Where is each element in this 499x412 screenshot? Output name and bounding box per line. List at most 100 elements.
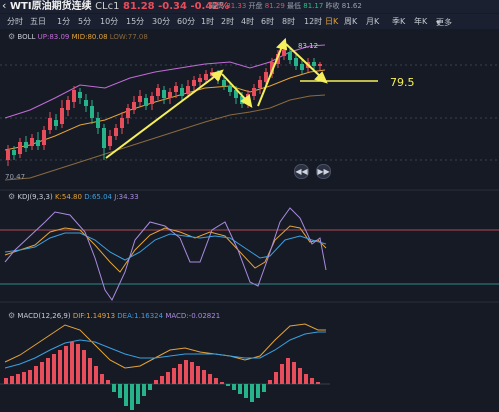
candle-body bbox=[282, 50, 286, 56]
macd-bar bbox=[136, 384, 140, 404]
macd-bar bbox=[130, 384, 134, 410]
macd-bar bbox=[70, 342, 74, 384]
tab-yearly[interactable]: 年K bbox=[414, 17, 428, 26]
macd-bar bbox=[268, 380, 272, 384]
tab-12h[interactable]: 12时 bbox=[304, 17, 323, 26]
tab-more-label: 更多 bbox=[436, 18, 452, 27]
gear-icon[interactable]: ⚙ bbox=[8, 192, 16, 201]
kdj-legend: ⚙ KDJ(9,3,3) K:54.80 D:65.04 J:34.33 bbox=[8, 192, 139, 202]
candle-body bbox=[102, 128, 106, 148]
tab-daily[interactable]: 日K bbox=[325, 17, 339, 26]
tab-1h[interactable]: 1时 bbox=[201, 17, 215, 26]
macd-bar bbox=[214, 378, 218, 384]
macd-bar bbox=[82, 350, 86, 384]
tab-fenshi[interactable]: 分时 bbox=[7, 17, 23, 26]
macd-bar bbox=[310, 378, 314, 384]
macd-bar bbox=[280, 364, 284, 384]
candle-body bbox=[264, 72, 268, 82]
trend-arrow-up bbox=[257, 43, 284, 107]
macd-bar bbox=[220, 382, 224, 384]
candle-body bbox=[30, 138, 34, 146]
candle-body bbox=[138, 96, 142, 102]
macd-bar bbox=[34, 366, 38, 384]
instrument-title: WTI原油期货连续 CLc1 bbox=[10, 0, 119, 13]
macd-legend: ⚙ MACD(12,26,9) DIF:1.14913 DEA:1.16324 … bbox=[8, 311, 220, 321]
macd-bar bbox=[208, 374, 212, 384]
macd-bar bbox=[76, 344, 80, 384]
candlestick-series bbox=[6, 46, 322, 166]
tab-15min[interactable]: 15分 bbox=[126, 17, 145, 26]
tab-2h[interactable]: 2时 bbox=[221, 17, 235, 26]
macd-bar bbox=[202, 370, 206, 384]
macd-bar bbox=[112, 384, 116, 392]
ohlc-stats: 最高 81.33 开盘 81.29 最低 81.17 昨收 81.62 bbox=[210, 1, 362, 12]
macd-bar bbox=[118, 384, 122, 398]
kdj-k-line bbox=[4, 225, 327, 273]
boll-low-value: LOW:77.08 bbox=[109, 33, 148, 41]
macd-bar bbox=[166, 372, 170, 384]
candle-body bbox=[252, 88, 256, 96]
low-value: 81.17 bbox=[303, 2, 324, 10]
gear-icon[interactable]: ⚙ bbox=[8, 32, 16, 41]
candle-body bbox=[228, 86, 232, 92]
tab-5day[interactable]: 五日 bbox=[30, 17, 46, 26]
candle-body bbox=[48, 118, 52, 130]
candle-body bbox=[156, 88, 160, 96]
trend-arrow-up bbox=[105, 73, 219, 159]
rewind-icon[interactable]: ◀◀ bbox=[294, 164, 309, 179]
tab-quarterly[interactable]: 季K bbox=[392, 17, 406, 26]
tab-monthly[interactable]: 月K bbox=[366, 17, 380, 26]
macd-bar bbox=[22, 372, 26, 384]
candle-body bbox=[174, 86, 178, 92]
macd-bar bbox=[184, 360, 188, 384]
boll-low-line bbox=[4, 94, 326, 181]
fast-forward-icon[interactable]: ▶▶ bbox=[316, 164, 331, 179]
tab-8h[interactable]: 8时 bbox=[282, 17, 296, 26]
prev-close-value: 81.62 bbox=[341, 2, 362, 10]
macd-bar bbox=[298, 368, 302, 384]
macd-bar bbox=[10, 376, 14, 384]
trend-annotations bbox=[105, 37, 378, 159]
tab-4h[interactable]: 4时 bbox=[241, 17, 255, 26]
chevron-left-icon[interactable]: ‹ bbox=[2, 0, 7, 12]
tab-5min[interactable]: 5分 bbox=[78, 17, 92, 26]
candle-body bbox=[162, 90, 166, 98]
kdj-d-value: D:65.04 bbox=[84, 193, 112, 201]
tab-1min[interactable]: 1分 bbox=[57, 17, 71, 26]
candle-body bbox=[270, 62, 274, 74]
boll-name[interactable]: BOLL bbox=[17, 33, 36, 41]
kdj-d-line bbox=[4, 232, 327, 261]
open-label: 开盘 bbox=[248, 2, 263, 10]
tab-weekly[interactable]: 周K bbox=[344, 17, 358, 26]
high-label: 最高 bbox=[210, 2, 224, 10]
macd-bar bbox=[4, 378, 8, 384]
macd-bar bbox=[232, 384, 236, 390]
tab-60min[interactable]: 60分 bbox=[177, 17, 196, 26]
gear-icon[interactable]: ⚙ bbox=[8, 311, 16, 320]
macd-bar bbox=[148, 384, 152, 390]
tab-6h[interactable]: 6时 bbox=[261, 17, 275, 26]
candle-body bbox=[192, 80, 196, 86]
candle-body bbox=[120, 118, 124, 128]
macd-bar bbox=[142, 384, 146, 396]
candle-body bbox=[294, 58, 298, 66]
tab-10min[interactable]: 10分 bbox=[100, 17, 119, 26]
macd-bar bbox=[256, 384, 260, 398]
candle-body bbox=[114, 128, 118, 136]
macd-bar bbox=[16, 374, 20, 384]
candle-body bbox=[180, 88, 184, 96]
macd-name[interactable]: MACD(12,26,9) bbox=[17, 312, 71, 320]
macd-bar bbox=[262, 384, 266, 392]
candle-body bbox=[36, 140, 40, 146]
kdj-name[interactable]: KDJ(9,3,3) bbox=[17, 193, 53, 201]
macd-bar bbox=[304, 374, 308, 384]
macd-bar bbox=[160, 376, 164, 384]
high-value: 81.33 bbox=[226, 2, 247, 10]
tab-30min[interactable]: 30分 bbox=[152, 17, 171, 26]
macd-histogram bbox=[4, 342, 320, 410]
price-change-pct: -0.42% bbox=[190, 1, 230, 12]
macd-bar bbox=[292, 362, 296, 384]
candle-body bbox=[24, 142, 28, 148]
boll-mid-value: MID:80.08 bbox=[71, 33, 108, 41]
